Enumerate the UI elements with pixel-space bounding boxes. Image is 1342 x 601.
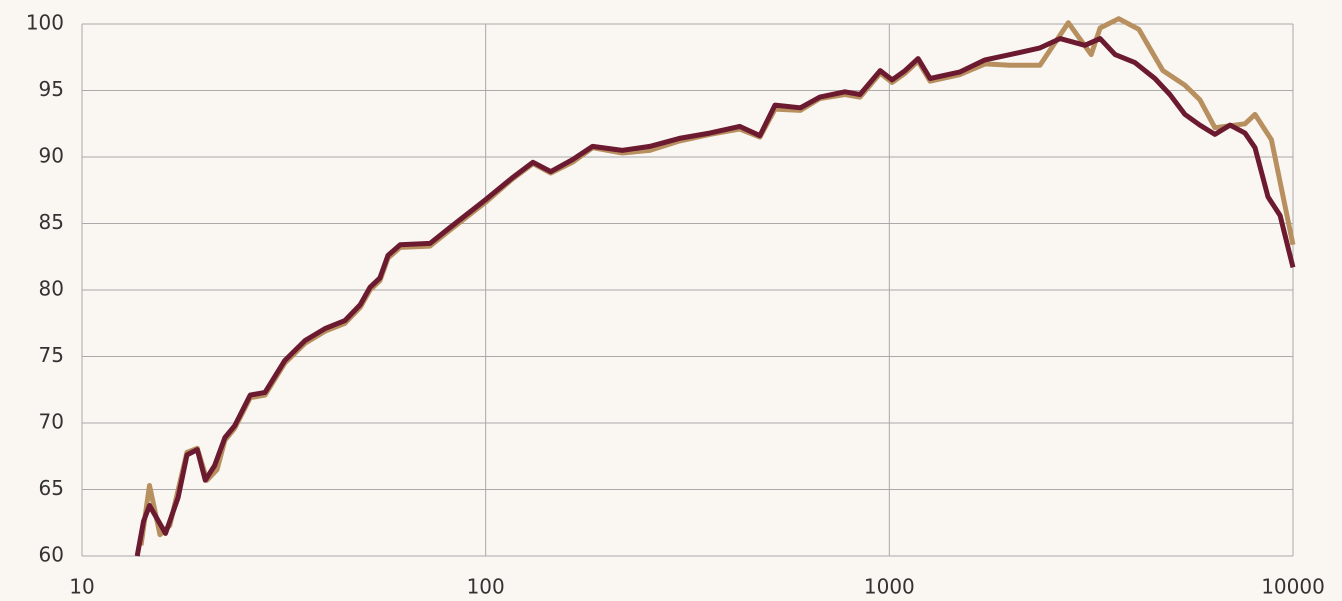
y-tick-label: 100	[26, 11, 64, 35]
x-tick-label: 10000	[1261, 575, 1325, 599]
y-tick-label: 65	[39, 476, 64, 500]
y-tick-label: 80	[39, 277, 64, 301]
x-tick-label: 100	[467, 575, 505, 599]
y-tick-label: 90	[39, 144, 64, 168]
x-tick-label: 1000	[864, 575, 915, 599]
series-line	[134, 36, 1296, 557]
y-tick-label: 70	[39, 410, 64, 434]
y-tick-label: 95	[39, 77, 64, 101]
y-tick-label: 75	[39, 343, 64, 367]
series-line	[138, 16, 1296, 546]
y-tick-label: 85	[39, 210, 64, 234]
y-tick-label: 60	[39, 543, 64, 567]
x-tick-label: 10	[69, 575, 94, 599]
